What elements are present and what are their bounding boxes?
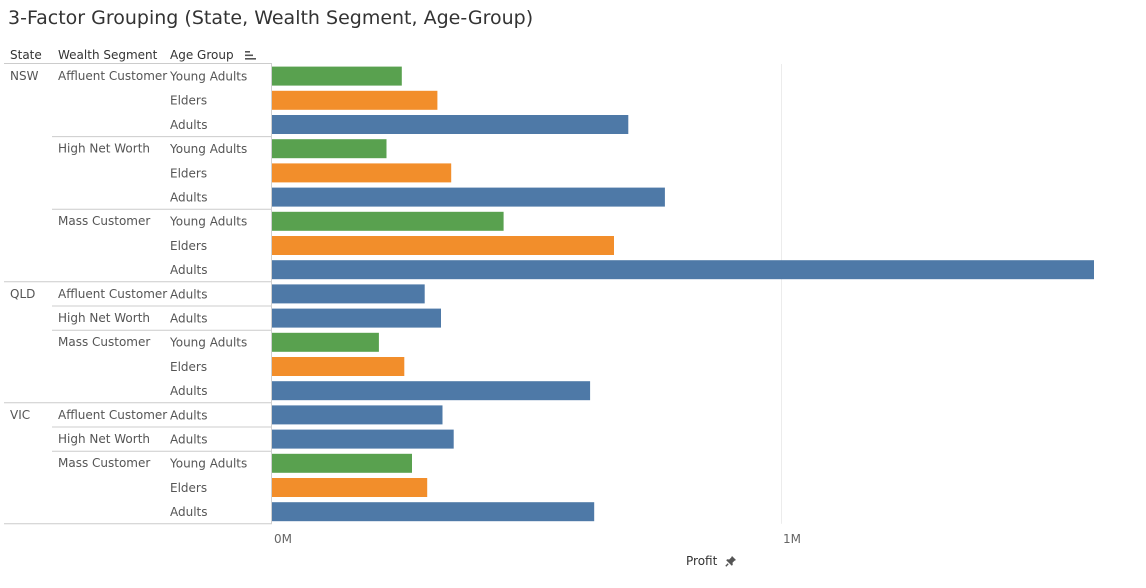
age-group-label: Elders: [170, 94, 207, 108]
wealth-segment-label: Affluent Customer: [58, 287, 167, 301]
age-group-label: Elders: [170, 360, 207, 374]
wealth-segment-label: Affluent Customer: [58, 69, 167, 83]
wealth-segment-label: High Net Worth: [58, 432, 150, 446]
age-group-label: Young Adults: [169, 70, 247, 84]
pin-icon[interactable]: [725, 555, 737, 567]
age-group-label: Adults: [170, 312, 208, 326]
wealth-segment-label: Mass Customer: [58, 335, 150, 349]
age-group-label: Adults: [170, 287, 208, 301]
sort-descending-icon[interactable]: [244, 49, 258, 61]
age-group-label: Young Adults: [169, 336, 247, 350]
age-group-label: Young Adults: [169, 215, 247, 229]
age-group-label: Young Adults: [169, 457, 247, 471]
bar[interactable]: [272, 187, 665, 207]
age-group-label: Adults: [170, 191, 208, 205]
wealth-segment-label: Mass Customer: [58, 456, 150, 470]
bar[interactable]: [272, 502, 595, 522]
age-group-label: Adults: [170, 118, 208, 132]
header-state[interactable]: State: [10, 48, 42, 62]
bar[interactable]: [272, 260, 1094, 280]
bar[interactable]: [272, 139, 387, 159]
x-axis-title: Profit: [686, 554, 718, 568]
state-label: NSW: [10, 69, 39, 83]
bar[interactable]: [272, 478, 428, 497]
bar[interactable]: [272, 332, 379, 352]
age-group-label: Elders: [170, 239, 207, 253]
x-tick-label: 0M: [274, 532, 292, 546]
header-wealth-segment[interactable]: Wealth Segment: [58, 48, 158, 62]
wealth-segment-label: Affluent Customer: [58, 408, 167, 422]
age-group-label: Adults: [170, 433, 208, 447]
age-group-label: Elders: [170, 481, 207, 495]
bar[interactable]: [272, 357, 405, 376]
bar[interactable]: [272, 405, 443, 425]
bar[interactable]: [272, 308, 441, 328]
age-group-label: Adults: [170, 505, 208, 519]
bar[interactable]: [272, 115, 629, 134]
bar[interactable]: [272, 90, 438, 110]
state-label: VIC: [10, 408, 30, 422]
bar[interactable]: [272, 163, 452, 183]
x-tick-label: 1M: [783, 532, 801, 546]
wealth-segment-label: Mass Customer: [58, 214, 150, 228]
age-group-label: Young Adults: [169, 142, 247, 156]
bar[interactable]: [272, 211, 504, 231]
wealth-segment-label: High Net Worth: [58, 311, 150, 325]
bar[interactable]: [272, 284, 425, 304]
chart-title: 3-Factor Grouping (State, Wealth Segment…: [8, 7, 534, 29]
header-age-group[interactable]: Age Group: [170, 48, 234, 62]
wealth-segment-label: High Net Worth: [58, 142, 150, 156]
age-group-label: Adults: [170, 384, 208, 398]
state-label: QLD: [10, 287, 35, 301]
bar[interactable]: [272, 236, 614, 255]
age-group-label: Adults: [170, 408, 208, 422]
age-group-label: Adults: [170, 263, 208, 277]
bar[interactable]: [272, 381, 591, 401]
bar[interactable]: [272, 429, 454, 449]
age-group-label: Elders: [170, 166, 207, 180]
bar[interactable]: [272, 66, 402, 86]
bar[interactable]: [272, 453, 412, 473]
